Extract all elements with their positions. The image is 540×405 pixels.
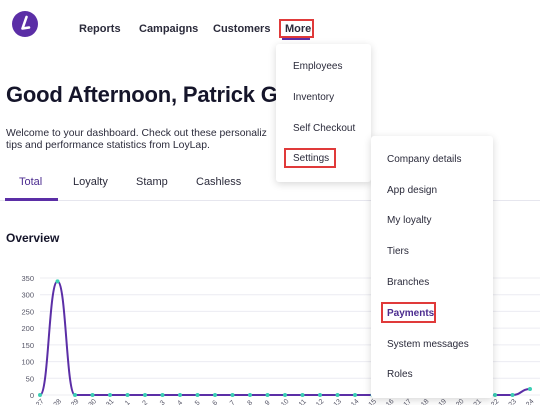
chart-data-point [108,393,112,397]
chart-x-tick-label: 28 [53,398,64,405]
chart-data-point [510,393,515,397]
chart-data-point [318,393,322,397]
chart-x-tick-label: 13 [333,398,344,405]
chart-x-tick-label: 6 [211,399,219,405]
tab-loyalty[interactable]: Loyalty [73,176,108,188]
welcome-text-line1: Welcome to your dashboard. Check out the… [6,128,267,139]
chart-data-point [38,393,42,397]
chart-x-tick-label: 17 [403,398,414,405]
chart-data-point [213,393,217,397]
submenu-item-company-details[interactable]: Company details [387,154,462,165]
more-dropdown-menu [276,44,371,182]
chart-y-tick-label: 300 [21,291,34,300]
chart-x-tick-label: 2 [141,399,149,405]
submenu-item-my-loyalty[interactable]: My loyalty [387,215,432,226]
chart-y-tick-label: 250 [21,307,34,316]
chart-x-tick-label: 27 [35,398,46,405]
welcome-text-line2: tips and performance statistics from Loy… [6,140,210,151]
chart-x-tick-label: 18 [420,398,431,405]
chart-data-point [493,393,497,397]
chart-y-tick-label: 100 [21,358,34,367]
nav-more[interactable]: More [285,23,312,35]
tab-stamp[interactable]: Stamp [136,176,168,188]
nav-campaigns[interactable]: Campaigns [139,23,199,35]
submenu-item-system-messages[interactable]: System messages [387,339,469,350]
chart-data-point [335,393,340,397]
chart-x-tick-label: 12 [315,398,326,405]
logo-mark-icon [21,15,31,30]
chart-x-tick-label: 3 [159,399,167,405]
tab-cashless[interactable]: Cashless [196,176,242,188]
chart-data-point [160,393,165,397]
chart-y-tick-label: 200 [21,324,34,333]
chart-data-point [195,393,200,397]
overview-title: Overview [6,231,60,245]
chart-data-point [73,393,77,397]
chart-x-tick-label: 23 [508,398,519,405]
chart-data-point [300,393,305,397]
submenu-item-roles[interactable]: Roles [387,369,413,380]
chart-x-tick-label: 29 [70,398,81,405]
chart-x-tick-label: 16 [385,398,396,405]
chart-data-point [283,393,287,397]
nav-reports[interactable]: Reports [79,23,121,35]
loylap-logo[interactable] [12,11,38,37]
chart-x-tick-label: 24 [525,398,536,405]
chart-data-point [143,393,147,397]
menu-item-employees[interactable]: Employees [293,61,343,72]
chart-y-tick-label: 150 [21,341,34,350]
chart-x-tick-label: 4 [176,399,184,405]
chart-data-point [528,386,532,391]
chart-data-point [55,279,60,284]
chart-x-tick-label: 19 [438,398,449,405]
menu-item-self-checkout[interactable]: Self Checkout [293,123,356,134]
chart-data-point [265,393,270,397]
chart-x-tick-label: 20 [455,398,466,405]
greeting-title: Good Afternoon, Patrick Ga [6,82,290,107]
chart-x-tick-label: 1 [124,399,132,405]
chart-data-point [125,393,130,397]
chart-x-tick-label: 14 [350,398,361,405]
chart-x-tick-label: 11 [298,398,308,405]
tabs-divider [0,200,540,201]
chart-x-tick-label: 8 [246,399,254,405]
chart-x-tick-label: 7 [229,399,237,405]
chart-data-point [90,393,95,397]
settings-submenu [371,136,493,398]
chart-x-tick-label: 31 [105,398,116,405]
chart-y-tick-label: 0 [30,391,34,400]
nav-customers[interactable]: Customers [213,23,271,35]
chart-data-point [248,393,252,397]
chart-data-point [178,393,182,397]
submenu-item-branches[interactable]: Branches [387,277,430,288]
nav-active-underline [282,38,310,40]
chart-data-point [353,393,357,397]
settings-highlight [284,148,336,168]
chart-x-tick-label: 15 [368,398,379,405]
chart-x-tick-label: 30 [88,398,99,405]
chart-x-tick-label: 9 [264,399,272,405]
payments-highlight [381,302,436,323]
submenu-item-tiers[interactable]: Tiers [387,246,409,257]
chart-x-tick-label: 22 [490,398,501,405]
chart-data-point [230,393,235,397]
submenu-item-app-design[interactable]: App design [387,185,438,196]
chart-y-tick-label: 50 [26,374,34,383]
chart-x-tick-label: 21 [473,398,484,405]
menu-item-settings[interactable]: Settings [293,153,330,164]
menu-item-inventory[interactable]: Inventory [293,92,335,103]
chart-x-tick-label: 10 [280,398,291,405]
tab-active-underline [5,198,58,201]
nav-more-highlight [279,19,314,38]
submenu-item-payments[interactable]: Payments [387,308,435,319]
tab-total[interactable]: Total [19,176,43,188]
chart-y-tick-label: 350 [21,274,34,283]
chart-x-tick-label: 5 [194,399,202,405]
